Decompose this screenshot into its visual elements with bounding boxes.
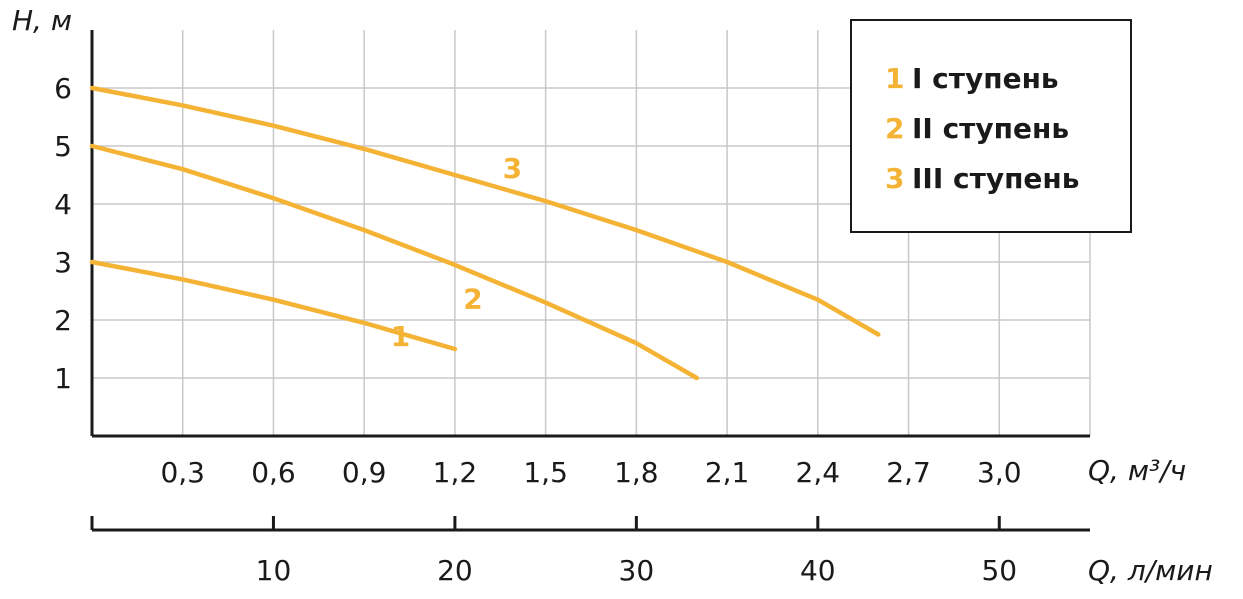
x-tick-label: 2,1	[705, 456, 750, 489]
x-tick-label: 1,2	[433, 456, 478, 489]
x-tick-label: 1,5	[523, 456, 568, 489]
legend-item-2-label: II ступень	[912, 112, 1069, 145]
series-3-label: 3	[503, 152, 522, 185]
legend-item-3-num: 3	[885, 162, 904, 195]
legend-item-1-label: I ступень	[912, 62, 1059, 95]
axes	[90, 30, 1090, 532]
series-1-line	[89, 259, 458, 352]
series-2-line	[89, 143, 700, 381]
series-2-label: 2	[463, 282, 482, 315]
series-3-line	[89, 85, 881, 337]
legend-box	[850, 19, 1132, 233]
x-tick-label: 3,0	[977, 456, 1022, 489]
x-tick-label: 1,8	[614, 456, 659, 489]
x2-axis-title: Q, л/мин	[1088, 554, 1213, 587]
y-tick-label: 5	[54, 130, 72, 163]
y-tick-label: 4	[54, 188, 72, 221]
legend-item-1-num: 1	[885, 62, 904, 95]
y-tick-label: 3	[54, 246, 72, 279]
x-tick-label: 2,4	[796, 456, 841, 489]
x2-tick-label: 30	[619, 554, 655, 587]
x2-tick-label: 20	[437, 554, 473, 587]
x-tick-label: 0,3	[160, 456, 205, 489]
legend: 1 I ступень 2 II ступень 3 III ступень	[850, 19, 1132, 233]
y-tick-label: 2	[54, 304, 72, 337]
series-1-label: 1	[391, 320, 410, 353]
curves: 1 2 3	[89, 85, 881, 381]
x-axis-title: Q, м³/ч	[1088, 454, 1186, 487]
tick-labels: 0,3 0,6 0,9 1,2 1,5 1,8 2,1 2,4 2,7 3,0 1 2 3 4 5 6 10 20…	[54, 72, 1021, 587]
legend-item-2-num: 2	[885, 112, 904, 145]
y-tick-label: 6	[54, 72, 72, 105]
x2-tick-label: 40	[800, 554, 836, 587]
x2-tick-label: 10	[256, 554, 292, 587]
x-tick-label: 0,6	[251, 456, 296, 489]
x2-tick-label: 50	[981, 554, 1017, 587]
y-axis-title: H, м	[12, 4, 72, 37]
legend-item-3-label: III ступень	[912, 162, 1079, 195]
x-tick-label: 0,9	[342, 456, 387, 489]
x-tick-label: 2,7	[886, 456, 931, 489]
y-tick-label: 1	[54, 362, 72, 395]
